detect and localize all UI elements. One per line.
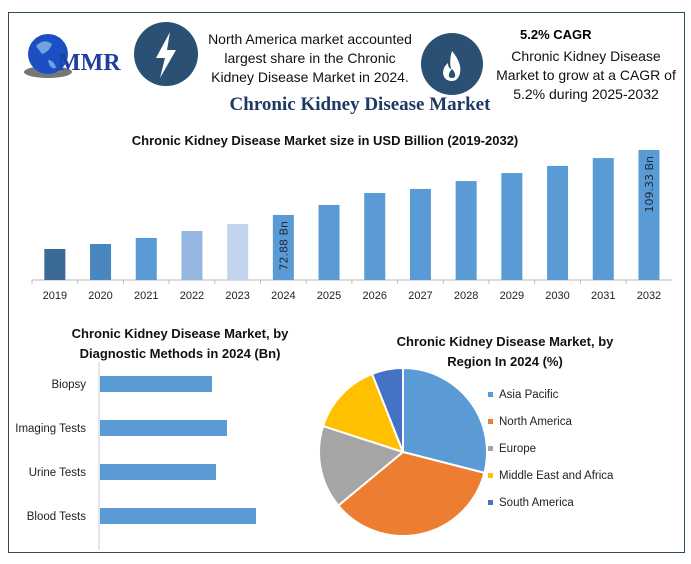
region-pie-chart: Asia Pacific North America Europe Middle Ea…	[318, 366, 614, 537]
legend-label: South America	[499, 497, 574, 509]
logo-text: MMR	[58, 50, 121, 76]
legend-label: Europe	[499, 443, 536, 455]
market-size-chart: 2019 2020 2021 2022 2023 2024 72.88 Bn 2025 2026…	[31, 150, 672, 302]
legend-swatch	[488, 500, 493, 505]
globe-icon	[24, 34, 72, 78]
chart-title-region: Chronic Kidney Disease Market, by Region…	[396, 334, 614, 369]
chart-title-diagnostic: Chronic Kidney Disease Market, by Diagno…	[71, 326, 289, 361]
x-tick-label: 2029	[500, 290, 524, 302]
x-tick-label: 2026	[363, 290, 387, 302]
category-label: Urine Tests	[29, 467, 87, 479]
lightning-icon	[134, 22, 198, 86]
x-tick-label: 2030	[545, 290, 569, 302]
diagnostic-chart: Biopsy Imaging Tests Urine Tests Blood Test…	[15, 362, 256, 550]
legend-swatch	[488, 473, 493, 478]
frame	[8, 12, 685, 553]
bar-2025	[318, 204, 340, 280]
x-tick-label: 2027	[408, 290, 432, 302]
flame-icon	[421, 33, 483, 95]
bar-2026	[364, 193, 386, 280]
legend-label: North America	[499, 416, 572, 428]
bar-2031	[592, 158, 614, 280]
pie-slice-asia-pacific	[402, 366, 488, 475]
highlight-text-2: Chronic Kidney Disease Market to grow at…	[496, 48, 676, 102]
bar-Biopsy	[100, 376, 212, 392]
bar-Imaging Tests	[100, 420, 227, 436]
bar-2019	[44, 248, 66, 280]
bar-2022	[181, 230, 203, 280]
x-tick-label: 2019	[43, 290, 67, 302]
bar-2028	[455, 181, 477, 280]
main-title: Chronic Kidney Disease Market	[229, 94, 491, 115]
category-label: Blood Tests	[27, 511, 86, 523]
chart-title-market-size: Chronic Kidney Disease Market size in US…	[131, 133, 519, 148]
pie-slice-middle-east-and-africa	[321, 372, 405, 454]
bar-Urine Tests	[100, 464, 216, 480]
x-tick-label: 2028	[454, 290, 478, 302]
data-label: 109.33 Bn	[643, 156, 656, 213]
legend-label: Middle East and Africa	[499, 470, 614, 482]
legend-swatch	[488, 392, 493, 397]
legend-swatch	[488, 419, 493, 424]
mmr-logo: MMR	[18, 26, 130, 86]
data-label: 72.88 Bn	[277, 221, 290, 271]
bar-2032	[638, 150, 660, 280]
cagr-heading: 5.2% CAGR	[520, 27, 592, 42]
highlight-text-1: North America market accounted largest s…	[208, 31, 412, 85]
bar-2029	[501, 173, 523, 280]
x-tick-label: 2024	[271, 290, 295, 302]
category-label: Biopsy	[51, 379, 86, 391]
pie-slice-north-america	[336, 450, 486, 537]
x-tick-label: 2022	[180, 290, 204, 302]
x-tick-label: 2023	[225, 290, 249, 302]
category-label: Imaging Tests	[15, 423, 86, 435]
bar-2027	[409, 188, 431, 280]
pie-slice-south-america	[370, 366, 404, 453]
bar-2030	[547, 165, 569, 280]
x-tick-label: 2025	[317, 290, 341, 302]
bar-2020	[90, 243, 112, 280]
bar-2021	[135, 237, 157, 280]
x-tick-label: 2020	[88, 290, 112, 302]
legend-label: Asia Pacific	[499, 389, 559, 401]
x-tick-label: 2032	[637, 290, 661, 302]
x-tick-label: 2031	[591, 290, 615, 302]
bar-2023	[227, 224, 249, 280]
x-tick-label: 2021	[134, 290, 158, 302]
bar-Blood Tests	[100, 508, 256, 524]
legend-swatch	[488, 446, 493, 451]
bar-2024	[272, 214, 294, 280]
